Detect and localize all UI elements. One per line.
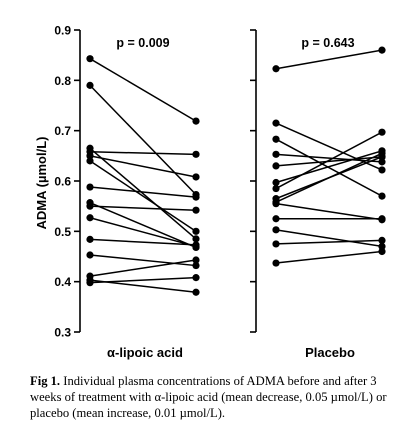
subject-line bbox=[89, 201, 197, 249]
panel-label: α-lipoic acid bbox=[107, 345, 183, 360]
before-point bbox=[86, 152, 94, 160]
after-point bbox=[192, 206, 200, 214]
before-point bbox=[272, 184, 280, 193]
subject-line bbox=[275, 156, 383, 167]
subject-line bbox=[89, 276, 197, 284]
before-point bbox=[86, 202, 94, 210]
subject-line bbox=[275, 131, 383, 190]
after-point bbox=[378, 236, 386, 244]
after-point bbox=[378, 247, 386, 256]
p-value-annotation: p = 0.643 bbox=[301, 36, 354, 50]
y-tick-label: 0.8 bbox=[54, 74, 71, 88]
subject-line bbox=[89, 205, 197, 211]
before-point bbox=[272, 65, 280, 73]
before-point bbox=[86, 235, 94, 243]
subject-line bbox=[275, 153, 383, 163]
y-tick-label: 0.7 bbox=[54, 124, 71, 138]
y-tick-label: 0.5 bbox=[54, 225, 71, 239]
subject-line bbox=[89, 147, 197, 240]
after-point bbox=[192, 173, 200, 181]
before-point bbox=[86, 81, 94, 89]
caption-text: Individual plasma concentrations of ADMA… bbox=[30, 374, 387, 420]
after-point bbox=[192, 241, 200, 249]
before-point bbox=[86, 183, 94, 191]
after-point bbox=[192, 288, 200, 296]
after-point bbox=[192, 150, 200, 158]
subject-line bbox=[89, 254, 197, 267]
before-point bbox=[272, 215, 280, 223]
before-point bbox=[272, 240, 280, 248]
subject-line bbox=[89, 160, 197, 232]
after-point bbox=[192, 117, 200, 125]
panel-0-marks bbox=[86, 55, 200, 296]
after-point bbox=[378, 46, 386, 54]
before-point bbox=[86, 251, 94, 259]
subject-line bbox=[275, 152, 383, 203]
subject-line bbox=[275, 202, 383, 221]
subject-line bbox=[89, 259, 197, 277]
subject-line bbox=[89, 238, 197, 246]
axes-layer: 0.3 0.4 0.5 0.6 0.7 0.8 0.9 α-lipoic acid p = 0.… bbox=[54, 24, 355, 361]
subject-line bbox=[275, 150, 383, 184]
after-point bbox=[378, 158, 386, 166]
panel-1: Placebo p = 0.643 bbox=[250, 29, 355, 360]
before-point bbox=[86, 214, 94, 222]
before-point bbox=[272, 200, 280, 208]
after-point bbox=[378, 192, 386, 200]
panel-label: Placebo bbox=[305, 345, 355, 360]
panel-1-marks bbox=[272, 46, 386, 267]
after-point bbox=[378, 149, 386, 157]
subject-line bbox=[275, 239, 383, 245]
subject-line bbox=[275, 229, 383, 248]
p-value-annotation: p = 0.009 bbox=[116, 36, 169, 50]
subject-line bbox=[89, 58, 197, 122]
subject-line bbox=[89, 217, 197, 248]
after-point bbox=[378, 166, 386, 174]
subject-line bbox=[89, 84, 197, 196]
y-axis-title: ADMA (µmol/L) bbox=[34, 137, 49, 230]
y-tick-label: 0.6 bbox=[54, 175, 71, 189]
figure-canvas: 0.3 0.4 0.5 0.6 0.7 0.8 0.9 α-lipoic acid p = 0.… bbox=[34, 24, 386, 361]
before-point bbox=[86, 157, 94, 165]
before-point bbox=[272, 150, 280, 158]
before-point bbox=[272, 178, 280, 187]
before-point bbox=[272, 259, 280, 267]
after-point bbox=[192, 193, 200, 201]
after-point bbox=[378, 242, 386, 251]
after-point bbox=[192, 261, 200, 270]
after-point bbox=[192, 235, 200, 243]
panel-0: 0.3 0.4 0.5 0.6 0.7 0.8 0.9 α-lipoic acid p = 0.… bbox=[54, 24, 183, 361]
subject-line bbox=[275, 49, 383, 70]
subject-line bbox=[275, 138, 383, 197]
before-point bbox=[272, 226, 280, 234]
after-point bbox=[378, 128, 386, 136]
caption-label: Fig 1. bbox=[30, 374, 61, 388]
y-tick-label: 0.4 bbox=[54, 275, 71, 289]
after-point bbox=[378, 216, 386, 224]
y-tick-label: 0.9 bbox=[54, 24, 71, 38]
marks-layer bbox=[86, 46, 386, 296]
before-point bbox=[272, 119, 280, 127]
subject-line bbox=[89, 155, 197, 178]
subject-line bbox=[275, 250, 383, 264]
y-tick-label: 0.3 bbox=[54, 326, 71, 340]
figure-caption: Fig 1. Individual plasma concentrations … bbox=[30, 373, 410, 421]
after-point bbox=[192, 227, 200, 235]
before-point bbox=[86, 55, 94, 63]
after-point bbox=[192, 274, 200, 282]
subject-line bbox=[89, 151, 197, 156]
before-point bbox=[272, 135, 280, 143]
subject-line bbox=[89, 186, 197, 198]
before-point bbox=[86, 279, 94, 287]
after-point bbox=[192, 256, 200, 264]
before-point bbox=[272, 162, 280, 170]
